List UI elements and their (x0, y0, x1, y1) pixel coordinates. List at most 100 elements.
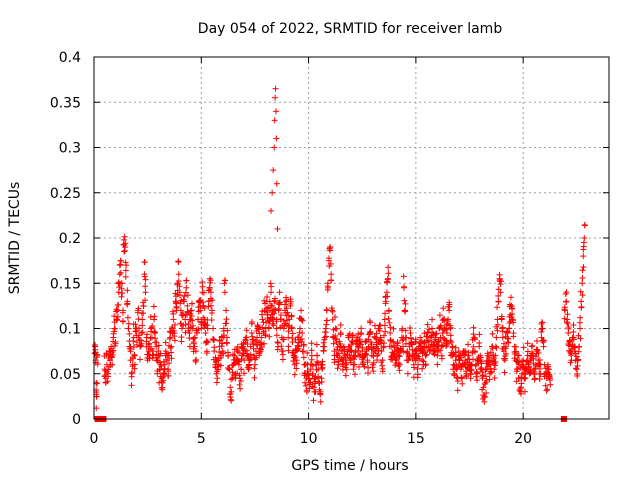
data-point (487, 361, 494, 368)
data-point (321, 343, 328, 350)
data-point (93, 393, 100, 400)
data-point (194, 316, 201, 323)
data-point (317, 391, 324, 398)
data-point (268, 289, 275, 296)
data-point (127, 348, 134, 355)
y-axis-label: SRMTID / TECUs (7, 182, 23, 295)
data-point (381, 316, 388, 323)
data-point (104, 378, 111, 385)
data-point (295, 345, 302, 352)
data-point (210, 335, 217, 342)
data-point (515, 352, 522, 359)
data-point (271, 298, 278, 305)
data-point (151, 328, 158, 335)
data-point (180, 296, 187, 303)
data-point (463, 368, 470, 375)
data-point (572, 350, 579, 357)
data-point (139, 329, 146, 336)
data-point (140, 303, 147, 310)
data-point (157, 366, 164, 373)
data-point (364, 359, 371, 366)
data-point (298, 336, 305, 343)
data-point (520, 361, 527, 368)
data-point (387, 330, 394, 337)
data-point (470, 343, 477, 350)
data-point (165, 368, 172, 375)
data-point (222, 277, 229, 284)
data-point (243, 327, 250, 334)
data-point (386, 319, 393, 326)
data-point (375, 347, 382, 354)
data-point (581, 221, 588, 228)
data-point (577, 335, 584, 342)
data-point (224, 327, 231, 334)
data-point (236, 372, 243, 379)
data-point (203, 348, 210, 355)
data-point (471, 335, 478, 342)
data-point (333, 336, 340, 343)
data-point (580, 253, 587, 260)
data-point (188, 307, 195, 314)
data-point (208, 310, 215, 317)
data-point (493, 344, 500, 351)
data-point (356, 352, 363, 359)
data-point (492, 343, 499, 350)
data-point (577, 325, 584, 332)
data-point (228, 388, 235, 395)
data-point (366, 318, 373, 325)
spike-point (268, 207, 275, 214)
data-point (390, 325, 397, 332)
data-point (574, 362, 581, 369)
data-point (483, 373, 490, 380)
data-point (462, 348, 469, 355)
data-point (94, 351, 101, 358)
data-point (328, 277, 335, 284)
data-point (228, 397, 235, 404)
data-point (135, 305, 142, 312)
data-point (335, 350, 342, 357)
spike-point (272, 108, 279, 115)
data-point (304, 349, 311, 356)
data-point (402, 300, 409, 307)
data-point (561, 304, 568, 311)
data-point (495, 298, 502, 305)
data-point (264, 293, 271, 300)
data-point (170, 310, 177, 317)
data-point (491, 366, 498, 373)
data-point (145, 341, 152, 348)
data-point (578, 298, 585, 305)
data-point (254, 342, 261, 349)
data-point (280, 336, 287, 343)
data-point (243, 334, 250, 341)
data-point (310, 397, 317, 404)
data-point (186, 330, 193, 337)
data-point (201, 305, 208, 312)
data-point (419, 357, 426, 364)
data-point (384, 293, 391, 300)
x-axis-label: GPS time / hours (291, 458, 408, 474)
data-point (291, 371, 298, 378)
y-tick-label: 0.35 (50, 95, 81, 111)
data-point (447, 337, 454, 344)
data-point (454, 378, 461, 385)
data-point (495, 292, 502, 299)
data-point (253, 341, 260, 348)
data-point (407, 325, 414, 332)
data-point (396, 353, 403, 360)
data-point (273, 332, 280, 339)
spike-point (269, 189, 276, 196)
data-point (520, 344, 527, 351)
data-point (199, 283, 206, 290)
data-point (345, 334, 352, 341)
data-point (273, 325, 280, 332)
data-point (348, 341, 355, 348)
x-tick-label: 0 (90, 431, 99, 447)
data-point (535, 349, 542, 356)
data-point (396, 361, 403, 368)
data-point (198, 319, 205, 326)
data-point (376, 327, 383, 334)
data-point (545, 366, 552, 373)
data-point (324, 284, 331, 291)
data-point (112, 340, 119, 347)
data-point (158, 378, 165, 385)
